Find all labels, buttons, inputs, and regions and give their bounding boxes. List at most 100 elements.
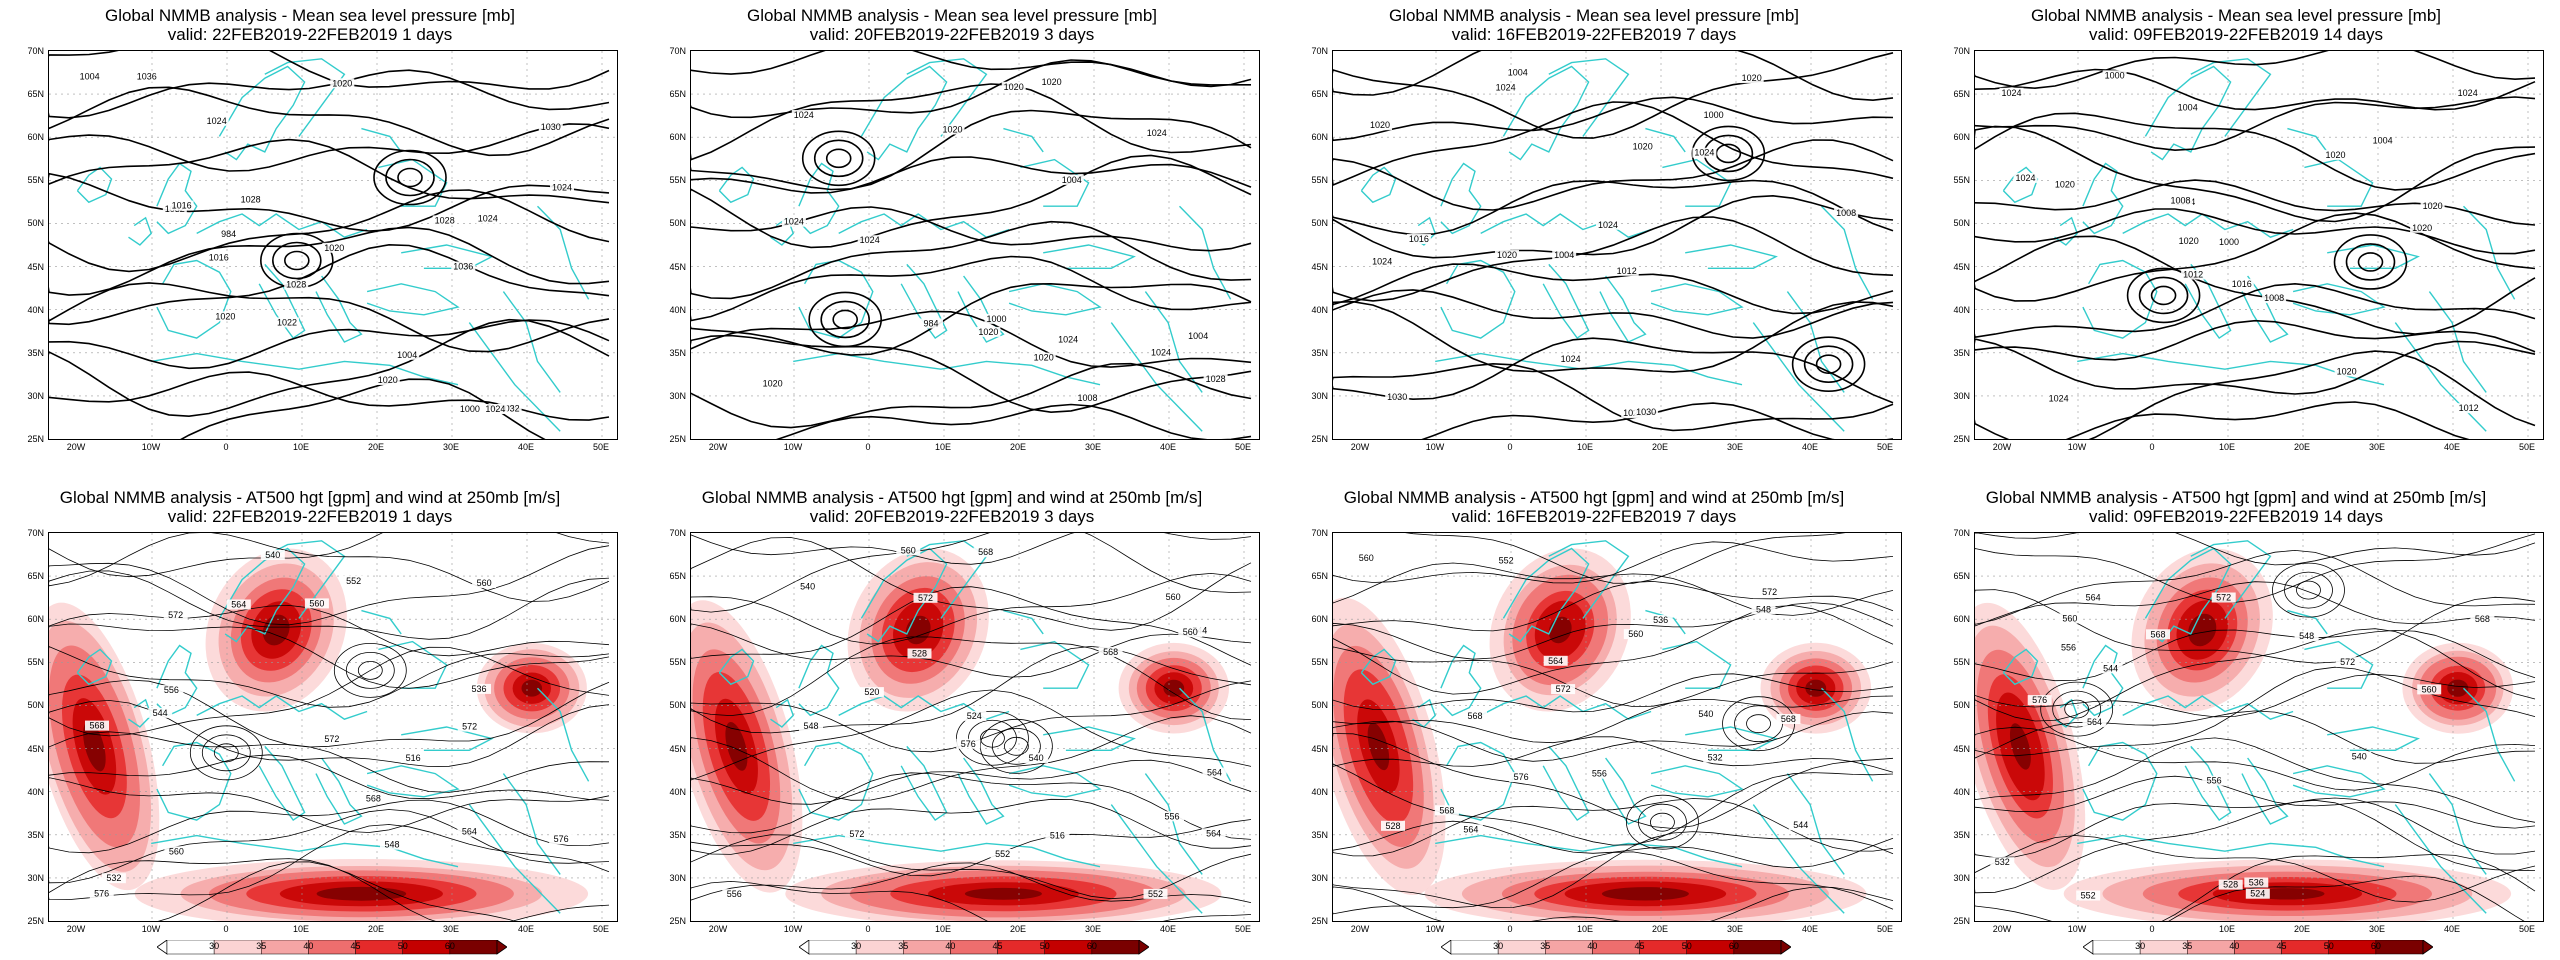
contour-label: 1020 xyxy=(324,243,344,253)
panel-title-line1: Global NMMB analysis - Mean sea level pr… xyxy=(1388,6,1800,25)
lon-label: 20W xyxy=(708,924,728,934)
lat-label: 45N xyxy=(1953,261,1970,272)
panel-title: Global NMMB analysis - AT500 hgt [gpm] a… xyxy=(1926,488,2546,526)
contour-label: 536 xyxy=(471,684,486,694)
contour-ring xyxy=(2052,690,2102,728)
colorbar-label: 60 xyxy=(1086,941,1097,951)
contour-label: 572 xyxy=(918,593,933,603)
contour-label: 1020 xyxy=(1370,120,1390,130)
panel-title-line1: Global NMMB analysis - AT500 hgt [gpm] a… xyxy=(1343,488,1845,507)
contour-label: 552 xyxy=(1499,556,1514,566)
contour-line xyxy=(1975,666,2536,757)
contour-line xyxy=(49,623,610,689)
lat-label: 70N xyxy=(27,528,44,538)
lon-label: 10W xyxy=(2067,442,2087,452)
lat-label: 65N xyxy=(27,571,44,582)
contour-label: 1028 xyxy=(286,280,306,290)
lat-label: 40N xyxy=(669,786,686,797)
panel-title-line1: Global NMMB analysis - AT500 hgt [gpm] a… xyxy=(701,488,1203,507)
lat-label: 35N xyxy=(1953,347,1970,358)
contour-label: 540 xyxy=(2352,751,2367,761)
contour-label: 576 xyxy=(554,834,569,844)
lat-label: 30N xyxy=(1953,390,1970,401)
contour-label: 564 xyxy=(231,600,246,610)
lon-label: 20E xyxy=(1651,924,1668,934)
coastline xyxy=(366,765,460,798)
contour-line xyxy=(691,83,1252,161)
lat-label: 60N xyxy=(1953,132,1970,143)
contour-line xyxy=(49,51,610,90)
contour-line xyxy=(1333,763,1894,846)
coastline xyxy=(2082,741,2158,821)
lat-label: 25N xyxy=(669,434,686,444)
wind-speed-shade xyxy=(725,722,748,771)
contour-line xyxy=(691,533,1252,565)
contour-line xyxy=(1333,602,1894,660)
coastline xyxy=(1480,695,1652,720)
map-panel: Global NMMB analysis - Mean sea level pr… xyxy=(0,0,620,470)
map-panel: Global NMMB analysis - AT500 hgt [gpm] a… xyxy=(1284,482,1904,960)
contour-label: 1008 xyxy=(1836,208,1856,218)
lon-label: 0 xyxy=(1507,924,1513,934)
lat-label: 70N xyxy=(1311,528,1328,538)
contour-ring xyxy=(373,149,447,206)
map-area: 1028103210361036103210241022101610201028… xyxy=(48,50,618,440)
coastline xyxy=(2082,259,2158,339)
lat-label: 40N xyxy=(1953,786,1970,797)
map-area: 1004 1000 1008 1004 1012 1016 1020 1024 1024 1020… xyxy=(1332,50,1902,440)
coastline xyxy=(2122,695,2294,720)
contour-label: 556 xyxy=(1164,811,1179,821)
contour-label: 1024 xyxy=(1694,148,1714,158)
contour-line xyxy=(691,759,1252,805)
contour-line xyxy=(1975,350,2536,439)
lon-label: 50E xyxy=(592,924,609,934)
contour-label: 572 xyxy=(1762,587,1777,597)
coastline xyxy=(1043,726,1136,752)
contour-ring xyxy=(968,719,1017,757)
panel-title-line2: valid: 22FEB2019-22FEB2019 1 days xyxy=(167,25,453,44)
contour-line xyxy=(49,69,610,119)
lat-label: 50N xyxy=(1311,700,1328,711)
contour-line xyxy=(691,689,1252,781)
lat-label: 45N xyxy=(1311,261,1328,272)
contour-line xyxy=(1975,533,2536,603)
contour-label: 1020 xyxy=(2412,223,2432,233)
contour-label: 1020 xyxy=(2423,201,2443,211)
coastline xyxy=(1440,259,1516,339)
lon-label: 20W xyxy=(1992,924,2012,934)
lat-label: 30N xyxy=(669,872,686,883)
colorbar-label: 50 xyxy=(1039,941,1050,951)
lat-label: 45N xyxy=(1311,743,1328,754)
lat-label: 30N xyxy=(1311,872,1328,883)
panel-title: Global NMMB analysis - AT500 hgt [gpm] a… xyxy=(0,488,620,526)
coastline xyxy=(1144,773,1203,875)
colorbar-label: 40 xyxy=(2229,941,2240,951)
coastline xyxy=(76,166,113,204)
coastline xyxy=(361,609,402,635)
contour-line xyxy=(691,403,1252,439)
contour-label: 1024 xyxy=(1598,220,1618,230)
contour-label: 576 xyxy=(2032,695,2047,705)
contour-label: 1024 xyxy=(1496,83,1516,93)
contour-ring xyxy=(2064,699,2090,719)
lon-label: 50E xyxy=(2518,924,2535,934)
lon-label: 0 xyxy=(2149,442,2155,452)
contour-line xyxy=(691,206,1252,252)
coastline xyxy=(315,275,363,343)
contour-ring xyxy=(2272,562,2345,618)
lat-label: 40N xyxy=(27,304,44,315)
contour-label: 1004 xyxy=(2178,102,2198,112)
colorbar xyxy=(157,940,507,955)
map-canvas: 1028103210361036103210241022101610201028… xyxy=(49,51,617,439)
contour-label: 556 xyxy=(164,685,179,695)
coastline xyxy=(156,259,232,339)
contour-label: 1024 xyxy=(207,116,227,126)
coastline xyxy=(2184,745,2232,822)
contour-label: 1020 xyxy=(1633,142,1653,152)
contour-label: 572 xyxy=(324,734,339,744)
lon-label: 10W xyxy=(1425,924,1445,934)
contour-label: 1020 xyxy=(763,379,783,389)
contour-line xyxy=(1975,797,2536,859)
lat-label: 65N xyxy=(1311,89,1328,100)
contour-label: 1020 xyxy=(1623,408,1643,418)
